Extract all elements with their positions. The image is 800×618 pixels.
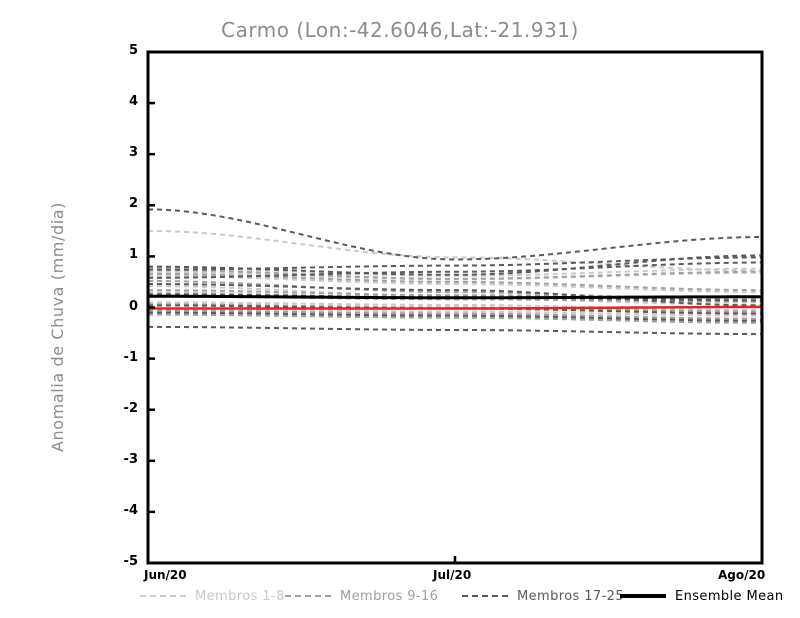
member-line <box>147 279 763 302</box>
y-tick-label: 1 <box>128 247 138 263</box>
member-line <box>147 309 763 320</box>
y-tick-label: -2 <box>123 400 138 416</box>
member-line <box>147 301 763 312</box>
y-tick-label: -3 <box>123 451 138 467</box>
y-tick-label: 3 <box>128 145 138 161</box>
legend-swatch <box>462 595 508 597</box>
member-line <box>147 208 763 261</box>
legend-entry[interactable]: Membros 17-25 <box>462 586 624 606</box>
legend-swatch <box>140 595 186 597</box>
chart-legend: Membros 1-8 Membros 9-16 Membros 17-25 Ense… <box>0 586 800 610</box>
member-line <box>147 285 763 304</box>
y-tick-label: 0 <box>128 298 138 314</box>
member-line <box>147 313 763 324</box>
x-tick-label: Ago/20 <box>718 568 766 582</box>
y-tick-label: -5 <box>123 554 138 569</box>
y-tick-label: 5 <box>128 43 138 58</box>
y-tick-label: -1 <box>123 349 138 365</box>
legend-label: Membros 9-16 <box>340 588 439 604</box>
member-line <box>147 282 763 307</box>
legend-label: Membros 1-8 <box>195 588 285 604</box>
member-line <box>147 268 763 280</box>
x-tick-label: Jun/20 <box>144 568 187 582</box>
legend-swatch <box>620 594 666 598</box>
legend-entry[interactable]: Membros 1-8 <box>140 586 285 606</box>
member-line <box>147 256 763 271</box>
member-line <box>147 266 763 277</box>
member-line <box>147 261 763 279</box>
chart-title: Carmo (Lon:-42.6046,Lat:-21.931) <box>221 18 579 42</box>
zero-reference-line <box>148 305 762 310</box>
legend-entry[interactable]: Ensemble Mean <box>620 586 784 606</box>
legend-swatch <box>285 595 331 597</box>
legend-label: Membros 17-25 <box>517 588 625 604</box>
ensemble-mean-line <box>148 294 762 300</box>
legend-label: Ensemble Mean <box>675 588 784 604</box>
x-tick-label: Jul/20 <box>433 568 472 582</box>
axis-ticks <box>146 50 764 565</box>
member-line <box>147 325 763 336</box>
member-line <box>147 311 763 322</box>
y-tick-label: 4 <box>128 94 138 110</box>
ensemble-lines <box>147 208 763 336</box>
y-tick-label: -4 <box>123 502 138 518</box>
legend-entry[interactable]: Membros 9-16 <box>285 586 438 606</box>
member-line <box>147 229 763 272</box>
member-line <box>147 274 763 294</box>
member-line <box>147 289 763 300</box>
y-tick-label: 2 <box>128 196 138 212</box>
